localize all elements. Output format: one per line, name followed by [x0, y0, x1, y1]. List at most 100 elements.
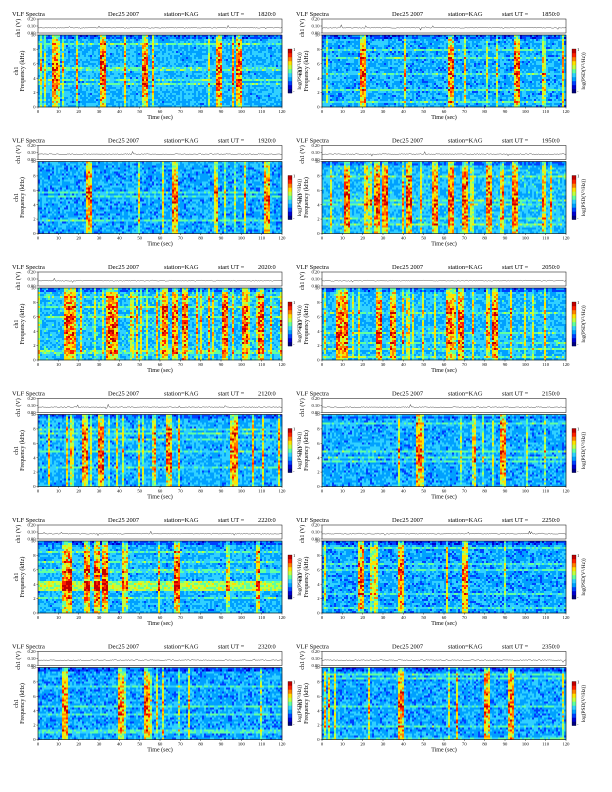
spectrogram-cell	[134, 51, 136, 53]
spectrogram-cell	[84, 83, 86, 85]
spectrogram-cell	[146, 97, 148, 99]
spectrogram-cell	[110, 69, 112, 71]
spectrogram-cell	[176, 39, 178, 41]
spectrogram-cell	[76, 89, 78, 91]
spectrogram-cell	[98, 97, 100, 99]
spectrogram-cell	[122, 43, 124, 45]
spectrogram-cell	[150, 49, 152, 51]
spectrogram-cell	[66, 103, 68, 105]
spectrogram-cell	[154, 45, 156, 47]
spectrogram-cell	[118, 39, 120, 41]
spectrogram-cell	[130, 71, 132, 73]
spectrogram-cell	[86, 79, 88, 81]
spectrogram-cell	[166, 61, 168, 63]
spectrogram-cell	[130, 45, 132, 47]
spectrogram-cell	[148, 35, 150, 37]
spectrogram-cell	[56, 49, 58, 51]
spectrogram-cell	[58, 63, 60, 65]
spectrogram-cell	[68, 67, 70, 69]
spectrogram-cell	[80, 71, 82, 73]
spectrogram-cell	[90, 53, 92, 55]
spectrogram-cell	[46, 101, 48, 103]
spectrogram-cell	[160, 73, 162, 75]
spectrogram-cell	[122, 99, 124, 101]
spectrogram-cell	[148, 85, 150, 87]
spectrogram-cell	[166, 67, 168, 69]
spectrogram-cell	[138, 57, 140, 59]
spectrogram-cell	[76, 101, 78, 103]
spectrogram-cell	[100, 39, 102, 41]
spectrogram-cell	[164, 61, 166, 63]
spectrogram-cell	[168, 67, 170, 69]
spectrogram-cell	[44, 47, 46, 49]
spectrogram-cell	[100, 55, 102, 57]
spectrogram-cell	[54, 41, 56, 43]
spectrogram-cell	[140, 77, 142, 79]
spectrogram-cell	[140, 87, 142, 89]
spectrogram-cell	[42, 101, 44, 103]
spectrogram-cell	[50, 85, 52, 87]
spectrogram-cell	[134, 65, 136, 67]
spectrogram-cell	[132, 97, 134, 99]
spectrogram-cell	[102, 97, 104, 99]
spectrogram-cell	[142, 67, 144, 69]
spectrogram-cell	[148, 99, 150, 101]
spectrogram-cell	[116, 67, 118, 69]
spectrogram-cell	[136, 81, 138, 83]
spectrogram-cell	[170, 55, 172, 57]
spectrogram-cell	[74, 65, 76, 67]
spectrogram-cell	[150, 103, 152, 105]
spectrogram-cell	[96, 103, 98, 105]
spectrogram-cell	[104, 57, 106, 59]
spectrogram-cell	[142, 73, 144, 75]
spectrogram-cell	[164, 39, 166, 41]
spectrogram-cell	[44, 79, 46, 81]
spectrogram-cell	[38, 85, 40, 87]
spectrogram-cell	[38, 45, 40, 47]
spectrogram-cell	[94, 89, 96, 91]
spectrogram-cell	[112, 101, 114, 103]
spectrogram-cell	[40, 71, 42, 73]
spectrogram-cell	[144, 73, 146, 75]
spectrogram-cell	[160, 47, 162, 49]
spectrogram-cell	[140, 99, 142, 101]
spectrogram-cell	[92, 77, 94, 79]
ch1-axis-label: ch1 (V)	[15, 19, 22, 38]
spectrogram-cell	[148, 97, 150, 99]
spectrogram-cell	[46, 61, 48, 63]
spectrogram-cell	[168, 47, 170, 49]
spectrogram-cell	[174, 55, 176, 57]
spectrogram-cell	[174, 65, 176, 67]
spectrogram-cell	[60, 69, 62, 71]
spectrogram-cell	[140, 79, 142, 81]
spectrogram-cell	[56, 85, 58, 87]
spectrogram-cell	[146, 93, 148, 95]
spectrogram-cell	[72, 45, 74, 47]
spectrogram-cell	[44, 51, 46, 53]
spectrogram-cell	[98, 57, 100, 59]
spectrogram-cell	[58, 45, 60, 47]
spectrogram-cell	[150, 93, 152, 95]
spectrogram-cell	[120, 85, 122, 87]
spectrogram-cell	[150, 77, 152, 79]
spectrogram-cell	[118, 73, 120, 75]
spectrogram-cell	[90, 37, 92, 39]
spectrogram-cell	[98, 65, 100, 67]
spectrogram-cell	[124, 65, 126, 67]
spectrogram-cell	[64, 97, 66, 99]
spectrogram-cell	[116, 85, 118, 87]
spectrogram-cell	[74, 103, 76, 105]
spectrogram-cell	[172, 87, 174, 89]
spectrogram-cell	[174, 85, 176, 87]
spectrogram-cell	[118, 81, 120, 83]
spectrogram-cell	[114, 103, 116, 105]
spectrogram-cell	[54, 81, 56, 83]
spectrogram-cell	[158, 85, 160, 87]
spectrogram-cell	[88, 79, 90, 81]
spectrogram-cell	[158, 49, 160, 51]
spectrogram-cell	[92, 43, 94, 45]
spectrogram-cell	[126, 63, 128, 65]
spectrogram-cell	[116, 95, 118, 97]
spectrogram-cell	[142, 93, 144, 95]
spectrogram-cell	[172, 47, 174, 49]
